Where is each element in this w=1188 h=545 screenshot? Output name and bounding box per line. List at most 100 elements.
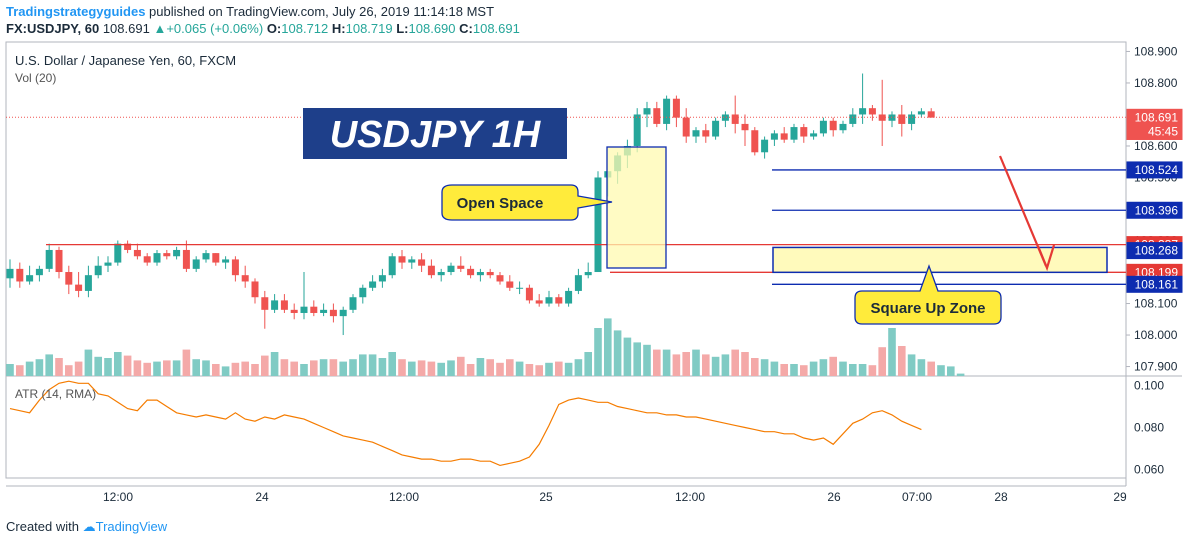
candle-body[interactable] xyxy=(173,249,181,257)
candle-body[interactable] xyxy=(712,120,720,137)
candle-body[interactable] xyxy=(516,287,524,289)
square-up-callout[interactable]: Square Up Zone xyxy=(854,264,1002,325)
candle-body[interactable] xyxy=(898,114,906,124)
candle-body[interactable] xyxy=(535,300,543,304)
candle-body[interactable] xyxy=(672,98,680,118)
candle-body[interactable] xyxy=(143,256,151,263)
candle-body[interactable] xyxy=(692,130,700,137)
candle-body[interactable] xyxy=(339,309,347,317)
candle-body[interactable] xyxy=(35,268,43,276)
candle-body[interactable] xyxy=(310,306,318,313)
candle-body[interactable] xyxy=(65,272,73,285)
candle-body[interactable] xyxy=(829,120,837,131)
candle-body[interactable] xyxy=(908,114,916,124)
candle-body[interactable] xyxy=(565,290,573,304)
candle-body[interactable] xyxy=(280,300,288,310)
candle-body[interactable] xyxy=(849,114,857,124)
candle-body[interactable] xyxy=(133,249,141,257)
candle-body[interactable] xyxy=(182,249,190,269)
candle-body[interactable] xyxy=(780,133,788,140)
square-up-zone-box[interactable] xyxy=(772,246,1108,274)
tradingview-link[interactable]: TradingView xyxy=(95,519,168,534)
candle-body[interactable] xyxy=(398,256,406,263)
candle-body[interactable] xyxy=(45,249,53,269)
candle-body[interactable] xyxy=(663,98,671,124)
candle-body[interactable] xyxy=(751,130,759,153)
candle-body[interactable] xyxy=(114,243,122,263)
candle-body[interactable] xyxy=(388,256,396,276)
candle-body[interactable] xyxy=(231,259,239,276)
candle-body[interactable] xyxy=(633,114,641,146)
candle-body[interactable] xyxy=(94,265,102,276)
candle-body[interactable] xyxy=(418,259,426,266)
publisher-name[interactable]: Tradingstrategyguides xyxy=(6,4,146,19)
candle-body[interactable] xyxy=(790,127,798,140)
time-tick-label: 24 xyxy=(255,490,269,504)
candle-body[interactable] xyxy=(437,272,445,276)
candle-body[interactable] xyxy=(222,259,230,263)
candle-body[interactable] xyxy=(104,262,112,266)
open-space-callout[interactable]: Open Space xyxy=(441,184,613,221)
candle-body[interactable] xyxy=(496,275,504,282)
candle-body[interactable] xyxy=(467,268,475,276)
candle-body[interactable] xyxy=(124,243,132,250)
candle-body[interactable] xyxy=(16,268,24,282)
candle-body[interactable] xyxy=(545,297,553,304)
candle-body[interactable] xyxy=(584,272,592,276)
candle-body[interactable] xyxy=(525,287,533,301)
candle-body[interactable] xyxy=(868,108,876,115)
candle-body[interactable] xyxy=(721,114,729,121)
candle-body[interactable] xyxy=(329,309,337,317)
candle-body[interactable] xyxy=(574,275,582,291)
candle-body[interactable] xyxy=(251,281,259,298)
candle-body[interactable] xyxy=(427,265,435,276)
candle-body[interactable] xyxy=(770,133,778,140)
candle-body[interactable] xyxy=(26,275,34,282)
candle-body[interactable] xyxy=(6,268,14,279)
candle-body[interactable] xyxy=(859,108,867,115)
candle-body[interactable] xyxy=(917,111,925,115)
candle-body[interactable] xyxy=(55,249,63,273)
candle-body[interactable] xyxy=(359,287,367,298)
candle-body[interactable] xyxy=(555,297,563,304)
candle-body[interactable] xyxy=(408,259,416,263)
candle-body[interactable] xyxy=(153,253,161,263)
candle-body[interactable] xyxy=(192,259,200,269)
candle-body[interactable] xyxy=(506,281,514,288)
candle-body[interactable] xyxy=(320,309,328,313)
candle-body[interactable] xyxy=(84,275,92,291)
candle-body[interactable] xyxy=(447,265,455,273)
open-space-box[interactable] xyxy=(606,146,667,269)
candle-body[interactable] xyxy=(457,265,465,269)
candle-body[interactable] xyxy=(300,306,308,313)
candle-body[interactable] xyxy=(476,272,484,276)
candle-body[interactable] xyxy=(349,297,357,310)
candle-body[interactable] xyxy=(839,123,847,131)
candle-body[interactable] xyxy=(202,253,210,260)
candle-body[interactable] xyxy=(927,111,935,118)
candle-body[interactable] xyxy=(486,272,494,276)
candle-body[interactable] xyxy=(653,108,661,124)
candle-body[interactable] xyxy=(163,253,171,257)
candle-body[interactable] xyxy=(75,284,83,291)
candle-body[interactable] xyxy=(761,139,769,153)
candle-body[interactable] xyxy=(378,275,386,282)
candle-body[interactable] xyxy=(819,120,827,134)
candle-body[interactable] xyxy=(271,300,279,310)
candle-body[interactable] xyxy=(261,297,269,310)
candle-body[interactable] xyxy=(290,309,298,313)
candle-body[interactable] xyxy=(241,275,249,282)
candle-body[interactable] xyxy=(731,114,739,124)
candle-body[interactable] xyxy=(643,108,651,115)
volume-bar xyxy=(388,352,396,376)
candle-body[interactable] xyxy=(810,133,818,137)
candle-body[interactable] xyxy=(212,253,220,263)
candle-body[interactable] xyxy=(369,281,377,288)
candle-body[interactable] xyxy=(702,130,710,137)
candle-body[interactable] xyxy=(682,117,690,137)
candle-body[interactable] xyxy=(800,127,808,137)
volume-bar xyxy=(653,349,661,376)
candle-body[interactable] xyxy=(741,123,749,131)
candle-body[interactable] xyxy=(594,177,602,273)
